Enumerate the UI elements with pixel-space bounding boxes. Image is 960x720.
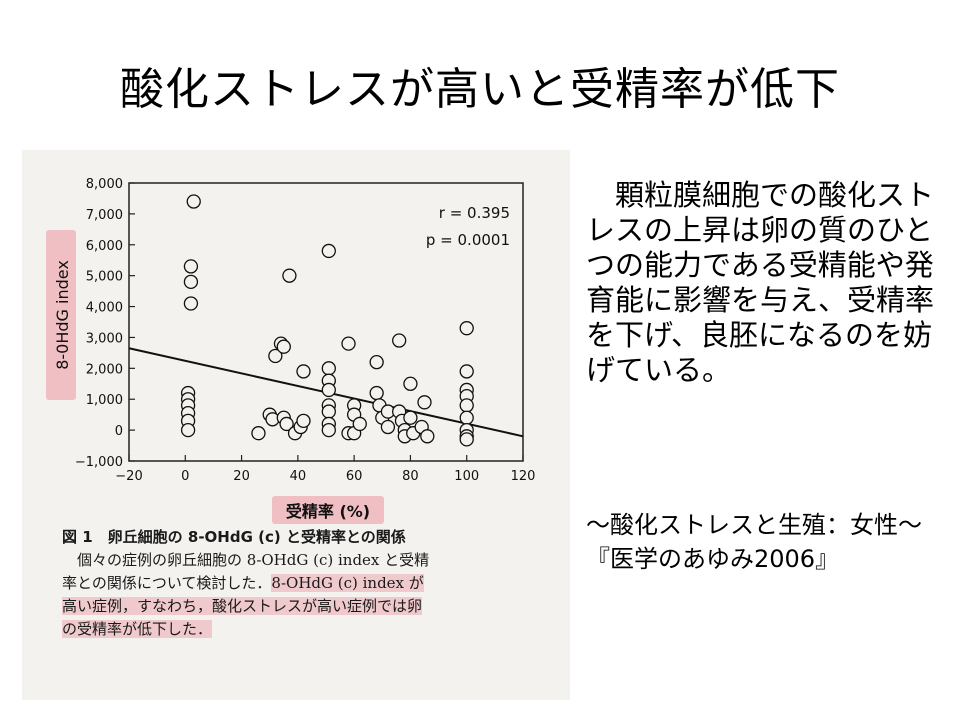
y-tick-label: 1,000: [86, 393, 123, 408]
data-point: [296, 413, 311, 428]
data-point: [403, 376, 418, 391]
data-point: [296, 364, 311, 379]
data-point: [420, 429, 435, 444]
data-point: [282, 268, 297, 283]
description-text: 顆粒膜細胞での酸化ストレスの上昇は卵の質のひとつの能力である受精能や発育能に影響…: [586, 178, 935, 387]
data-points: [180, 194, 474, 447]
ylabel-highlight: [46, 230, 76, 400]
data-point: [403, 410, 418, 425]
x-tick-label: 60: [346, 469, 363, 484]
x-axis: −20 0 20 40 60 80 100 120: [115, 455, 535, 484]
data-point: [459, 321, 474, 336]
source-line: 『医学のあゆみ2006』: [586, 545, 840, 573]
y-tick-label: 0: [115, 424, 123, 439]
x-tick-label: 100: [454, 469, 479, 484]
data-point: [180, 422, 196, 438]
data-point: [276, 339, 291, 354]
x-axis-label: 受精率 (%): [286, 502, 370, 521]
y-tick-label: 3,000: [86, 331, 123, 346]
data-point: [183, 274, 199, 289]
y-tick-label: 7,000: [86, 208, 123, 223]
data-point: [369, 385, 384, 401]
data-point: [321, 422, 336, 438]
y-tick-label: −1,000: [75, 455, 123, 470]
source-citation: 〜酸化ストレスと生殖：女性〜 『医学のあゆみ2006』: [586, 508, 936, 576]
y-axis: −1,000 0 1,000 2,000 3,000 4,000 5,000 6,000 7,0…: [75, 177, 135, 470]
slide-title: 酸化ストレスが高いと受精率が低下: [120, 64, 840, 115]
y-tick-label: 2,000: [86, 362, 123, 377]
scanned-figure: −1,000 0 1,000 2,000 3,000 4,000 5,000 6,000 7,0…: [22, 150, 570, 700]
data-point: [459, 410, 474, 425]
data-point: [321, 382, 336, 398]
x-tick-label: 80: [402, 469, 419, 484]
xlabel-highlight: [272, 496, 384, 524]
y-tick-label: 6,000: [86, 239, 123, 254]
scatter-chart: −1,000 0 1,000 2,000 3,000 4,000 5,000 6,000 7,0…: [46, 177, 535, 524]
figure-caption: 図 1 卵丘細胞の 8-OHdG (c) と受精率との関係 個々の症例の卵丘細胞…: [62, 526, 567, 641]
data-point: [417, 395, 432, 410]
caption-text: 率との関係について検討した．: [62, 574, 272, 592]
caption-line: 率との関係について検討した．8-OHdG (c) index が: [62, 572, 567, 595]
y-tick-label: 4,000: [86, 301, 123, 316]
caption-heading: 図 1 卵丘細胞の 8-OHdG (c) と受精率との関係: [62, 528, 406, 546]
data-point: [392, 333, 407, 348]
data-point: [251, 426, 266, 441]
data-point: [369, 355, 384, 370]
data-point: [183, 296, 199, 311]
data-point: [321, 404, 336, 419]
y-axis-label: 8-0HdG index: [53, 260, 72, 370]
caption-highlight: 8-OHdG (c) index が: [271, 574, 424, 592]
source-line: 〜酸化ストレスと生殖：女性〜: [586, 511, 922, 539]
data-point: [183, 259, 199, 274]
data-point: [352, 416, 367, 432]
annotation-r: r = 0.395: [439, 204, 510, 222]
annotation-p: p = 0.0001: [426, 231, 510, 249]
plot-frame: [128, 182, 524, 462]
data-point: [321, 361, 336, 376]
data-point: [321, 243, 336, 259]
y-tick-label: 8,000: [86, 177, 123, 192]
data-point: [268, 348, 283, 364]
x-tick-label: 120: [511, 469, 536, 484]
data-point: [459, 398, 474, 413]
data-point: [380, 419, 396, 435]
caption-line: 個々の症例の卵丘細胞の 8-OHdG (c) index と受精: [62, 551, 430, 569]
data-point: [459, 364, 474, 379]
x-tick-label: 0: [181, 469, 189, 484]
caption-highlight: 高い症例，すなわち，酸化ストレスが高い症例では卵: [62, 597, 423, 615]
x-tick-label: 40: [290, 469, 307, 484]
data-point: [279, 416, 294, 432]
y-tick-label: 5,000: [86, 270, 123, 285]
data-point: [341, 336, 356, 351]
data-point: [459, 432, 474, 447]
data-point: [186, 194, 201, 209]
caption-highlight: の受精率が低下した．: [62, 620, 213, 638]
x-tick-label: −20: [115, 469, 142, 484]
x-tick-label: 20: [233, 469, 250, 484]
